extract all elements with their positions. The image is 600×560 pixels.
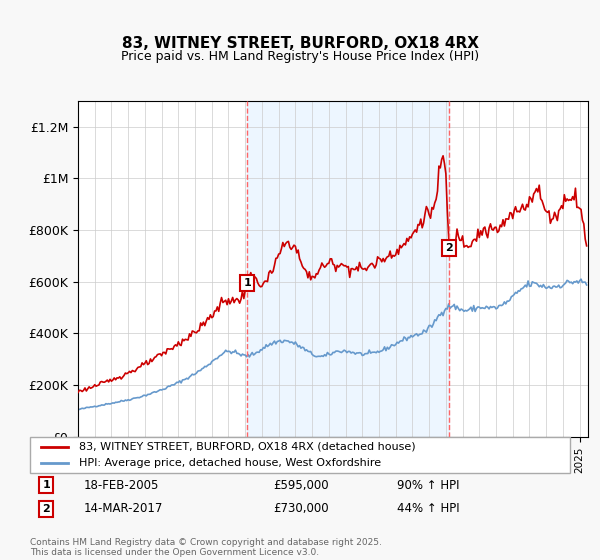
FancyBboxPatch shape [30,437,570,473]
Text: £595,000: £595,000 [273,479,329,492]
Text: 18-FEB-2005: 18-FEB-2005 [84,479,160,492]
Text: Contains HM Land Registry data © Crown copyright and database right 2025.
This d: Contains HM Land Registry data © Crown c… [30,538,382,557]
Text: 83, WITNEY STREET, BURFORD, OX18 4RX (detached house): 83, WITNEY STREET, BURFORD, OX18 4RX (de… [79,442,415,452]
Text: 90% ↑ HPI: 90% ↑ HPI [397,479,460,492]
Text: 14-MAR-2017: 14-MAR-2017 [84,502,163,515]
Text: £730,000: £730,000 [273,502,329,515]
Text: 44% ↑ HPI: 44% ↑ HPI [397,502,460,515]
Text: 2: 2 [445,243,453,253]
Text: HPI: Average price, detached house, West Oxfordshire: HPI: Average price, detached house, West… [79,458,381,468]
Bar [247,101,449,437]
Text: Price paid vs. HM Land Registry's House Price Index (HPI): Price paid vs. HM Land Registry's House … [121,50,479,63]
Text: 1: 1 [43,480,50,490]
Text: 2: 2 [43,504,50,514]
Text: 1: 1 [244,278,251,288]
Text: 83, WITNEY STREET, BURFORD, OX18 4RX: 83, WITNEY STREET, BURFORD, OX18 4RX [121,36,479,52]
